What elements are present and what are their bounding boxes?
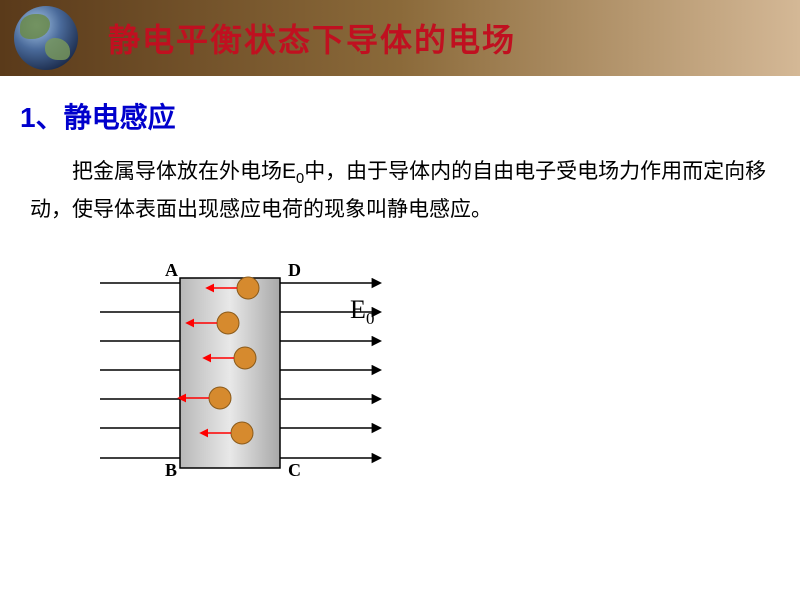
svg-text:E: E bbox=[350, 295, 366, 324]
section-heading: 1、静电感应 bbox=[20, 96, 800, 136]
svg-text:C: C bbox=[288, 460, 301, 480]
svg-text:A: A bbox=[165, 260, 178, 280]
diagram-container: A B C D E0 bbox=[80, 258, 800, 493]
body-prefix: 把金属导体放在外电场E bbox=[72, 160, 296, 183]
page-title: 静电平衡状态下导体的电场 bbox=[108, 15, 516, 61]
globe-icon bbox=[14, 6, 78, 70]
svg-text:B: B bbox=[165, 460, 177, 480]
physics-diagram: A B C D E0 bbox=[80, 258, 400, 488]
svg-text:0: 0 bbox=[366, 309, 374, 328]
body-sub1: 0 bbox=[296, 171, 304, 187]
body-text: 把金属导体放在外电场E0中，由于导体内的自由电子受电场力作用而定向移动，使导体表… bbox=[30, 154, 770, 228]
header-bar: 静电平衡状态下导体的电场 bbox=[0, 0, 800, 76]
svg-text:D: D bbox=[288, 260, 301, 280]
